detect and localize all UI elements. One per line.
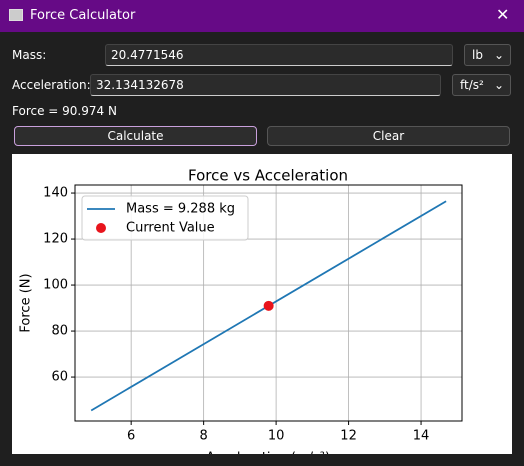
legend-label: Mass = 9.288 kg [126,202,235,217]
y-tick-label: 80 [51,324,68,339]
x-tick-label: 6 [127,429,135,444]
accel-input[interactable]: 32.134132678 [90,74,441,96]
chart: Force vs Acceleration Acceleration (m/s²… [12,154,512,454]
x-tick-label: 14 [413,429,430,444]
legend-marker [96,223,106,233]
mass-unit[interactable]: lb ⌄ [464,44,511,66]
y-tick-label: 60 [51,370,68,385]
x-tick-label: 12 [340,429,357,444]
data-point [263,300,274,311]
mass-input[interactable]: 20.4771546 [105,44,453,66]
y-tick-label: 100 [43,278,68,293]
app-icon [9,9,23,21]
accel-unit-text: ft/s² [460,78,484,92]
clear-button[interactable]: Clear [267,126,510,146]
accel-unit[interactable]: ft/s² ⌄ [452,74,511,96]
y-tick-label: 120 [43,232,68,247]
result-text: Force = 90.974 N [12,104,117,118]
close-button[interactable]: ✕ [496,5,510,24]
y-axis-label: Force (N) [19,273,34,332]
legend-label: Current Value [126,221,215,236]
calculate-button[interactable]: Calculate [14,126,257,146]
window-title: Force Calculator [30,8,136,23]
legend-box [81,195,249,241]
x-axis-label: Acceleration (m/s²) [206,451,330,455]
plot-frame [74,184,463,422]
x-tick-label: 8 [199,429,207,444]
accel-label: Acceleration: [12,78,91,92]
chevron: ⌄ [493,48,504,62]
y-tick-label: 140 [43,186,68,201]
mass-label: Mass: [12,48,47,62]
x-tick-label: 10 [268,429,285,444]
chevron: ⌄ [493,78,504,92]
mass-unit-text: lb [472,48,483,62]
title-bar: Force Calculator ✕ [0,0,524,32]
chart-title: Force vs Acceleration [188,167,348,185]
